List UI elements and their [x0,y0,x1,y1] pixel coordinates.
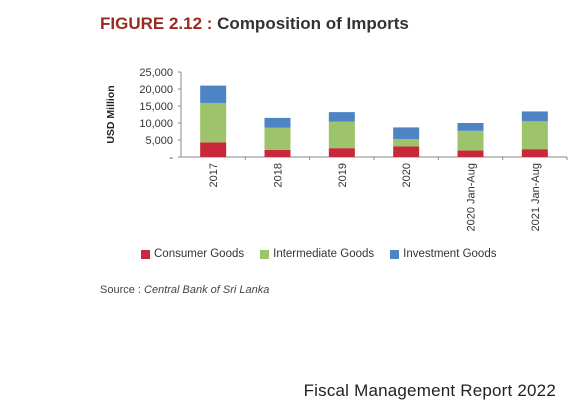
bar-intermediate-goods [200,102,227,143]
bar-consumer-goods [264,149,291,157]
bar-investment-goods [264,117,291,128]
bar-intermediate-goods [264,127,291,150]
chart-legend: Consumer Goods Intermediate Goods Investme… [141,248,496,260]
bar-investment-goods [328,112,355,122]
bar-consumer-goods [393,146,420,157]
bar-consumer-goods [521,149,548,157]
y-tick-label: - [169,152,173,164]
legend-label: Consumer Goods [154,248,245,260]
source-name: Central Bank of Sri Lanka [144,284,270,296]
bar-investment-goods [393,127,420,139]
figure-number: FIGURE 2.12 : [100,14,213,33]
y-tick-label: 5,000 [145,135,173,147]
source-note: Source : Central Bank of Sri Lanka [100,284,269,296]
bar-intermediate-goods [521,121,548,150]
bar-consumer-goods [457,150,484,157]
legend-item: Consumer Goods [141,248,244,260]
source-label: Source : [100,284,141,296]
legend-swatch [141,249,150,259]
bar-investment-goods [457,123,484,131]
chart-title: FIGURE 2.12 : Composition of Imports [100,14,409,34]
legend-swatch [260,249,270,259]
y-tick-label: 20,000 [139,84,173,96]
y-tick-label: 25,000 [139,67,173,79]
stacked-bar-chart: - 5,000 10,000 15,000 20,000 25,000 USD Millio… [105,67,568,232]
report-footer: Fiscal Management Report 2022 [303,381,556,400]
legend-label: Investment Goods [403,248,497,260]
legend-item: Investment Goods [390,248,496,260]
y-tick-label: 10,000 [139,118,173,130]
x-tick-label: 2018 [273,163,285,187]
bar-intermediate-goods [328,121,355,149]
y-tick-label: 15,000 [139,101,173,113]
bar-investment-goods [521,111,548,122]
legend-label: Intermediate Goods [273,248,375,260]
figure-title: Composition of Imports [217,14,409,33]
x-tick-label: 2020 Jan-Aug [466,163,478,232]
x-tick-label: 2020 [401,163,413,187]
legend-swatch [390,249,400,259]
bar-consumer-goods [200,142,227,157]
x-tick-label: 2019 [337,163,349,187]
legend-item: Intermediate Goods [260,248,374,260]
x-tick-label: 2017 [208,163,220,187]
bar-investment-goods [200,85,227,103]
x-tick-label: 2021 Jan-Aug [530,163,542,232]
bar-intermediate-goods [393,138,420,147]
bar-intermediate-goods [457,130,484,151]
y-axis-title: USD Million [105,85,117,143]
bar-consumer-goods [328,148,355,157]
